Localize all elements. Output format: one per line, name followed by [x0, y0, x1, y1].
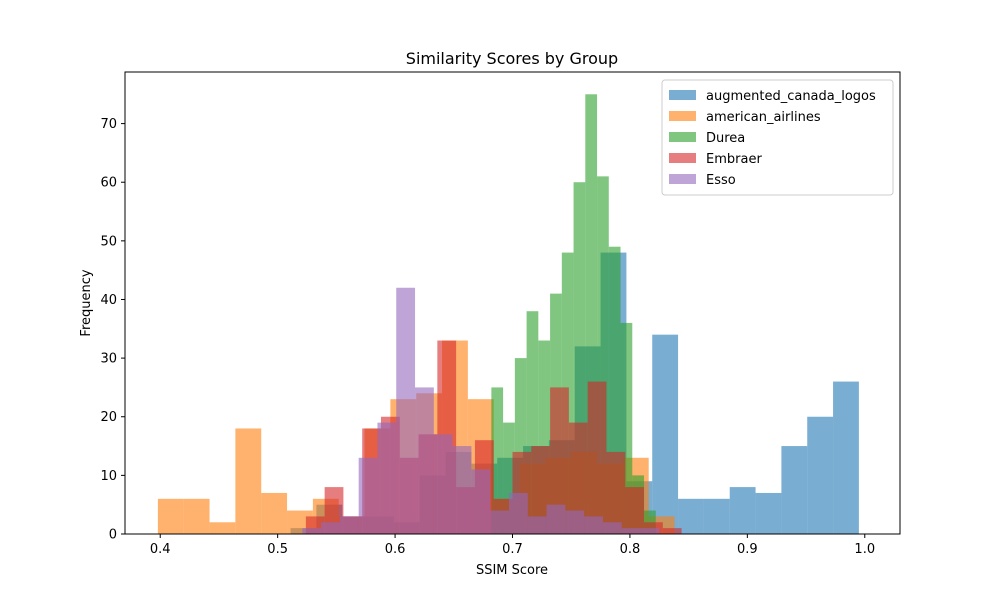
x-axis-ticks: 0.4 0.5 0.6 0.7 0.8 0.9 1.0	[150, 534, 875, 557]
x-tick-label: 0.8	[620, 542, 641, 557]
y-tick-label: 60	[100, 176, 117, 191]
bar	[640, 528, 660, 534]
legend-label: Esso	[706, 173, 736, 188]
y-tick-label: 30	[100, 352, 117, 367]
legend-label: Durea	[706, 131, 745, 146]
legend-label: augmented_canada_logos	[706, 89, 876, 104]
bar	[606, 451, 626, 534]
bar	[302, 528, 322, 534]
x-axis-label: SSIM Score	[476, 563, 548, 578]
bar	[755, 492, 782, 534]
bar	[526, 311, 539, 534]
bar	[807, 416, 834, 534]
bar	[183, 498, 210, 534]
legend-swatch	[669, 153, 696, 163]
bars-layer	[157, 94, 859, 535]
bar	[621, 528, 641, 534]
bar	[508, 492, 528, 534]
x-tick-label: 0.5	[267, 542, 288, 557]
bar	[358, 457, 378, 534]
bar	[546, 504, 566, 534]
bar	[531, 446, 551, 534]
bar	[568, 422, 588, 534]
bar	[584, 516, 603, 534]
bar	[433, 434, 453, 534]
bar	[396, 287, 416, 534]
bar	[503, 422, 515, 534]
x-tick-label: 1.0	[854, 542, 875, 557]
y-tick-label: 50	[100, 234, 117, 249]
bar	[662, 528, 682, 534]
bar	[452, 446, 472, 534]
bar	[321, 522, 340, 534]
y-tick-label: 70	[100, 117, 117, 132]
bar	[729, 487, 756, 534]
bar	[235, 428, 262, 534]
bar	[587, 381, 607, 534]
bar	[157, 498, 184, 534]
bar	[261, 492, 288, 534]
bar	[573, 182, 586, 535]
y-tick-label: 20	[100, 410, 117, 425]
x-tick-label: 0.9	[737, 542, 758, 557]
bar	[491, 387, 504, 534]
bar	[703, 498, 730, 534]
bar	[550, 387, 569, 534]
bar	[602, 522, 622, 534]
legend-swatch	[669, 90, 696, 100]
bar	[538, 340, 551, 534]
legend-label: american_airlines	[706, 110, 821, 125]
bar	[678, 498, 704, 534]
y-axis-label: Frequency	[79, 269, 94, 336]
bar	[652, 334, 679, 534]
y-tick-label: 10	[100, 469, 117, 484]
bar	[209, 522, 236, 534]
legend-swatch	[669, 132, 696, 142]
y-tick-label: 40	[100, 293, 117, 308]
x-tick-label: 0.4	[150, 542, 171, 557]
bar	[585, 94, 598, 535]
bar	[490, 510, 509, 534]
legend-swatch	[669, 174, 696, 184]
x-tick-label: 0.6	[385, 542, 406, 557]
bar	[339, 516, 359, 534]
chart-title: Similarity Scores by Group	[406, 49, 618, 68]
y-tick-label: 0	[109, 528, 117, 543]
bar	[625, 487, 645, 534]
bar	[471, 469, 491, 534]
bar	[377, 422, 397, 534]
bar	[565, 510, 585, 534]
series-Esso	[302, 287, 660, 534]
legend: augmented_canada_logos american_airlines D…	[661, 79, 894, 196]
bar	[527, 516, 547, 534]
bar	[597, 176, 609, 534]
legend-label: Embraer	[706, 152, 762, 167]
bar	[415, 387, 434, 534]
bar	[833, 381, 859, 534]
x-tick-label: 0.7	[502, 542, 523, 557]
legend-swatch	[669, 111, 696, 121]
bar	[514, 358, 527, 534]
legend-frame	[661, 79, 894, 196]
bar	[608, 246, 621, 534]
bar	[781, 446, 808, 534]
y-axis-ticks: 0 10 20 30 40 50 60 70	[100, 117, 125, 543]
bar	[620, 322, 633, 534]
